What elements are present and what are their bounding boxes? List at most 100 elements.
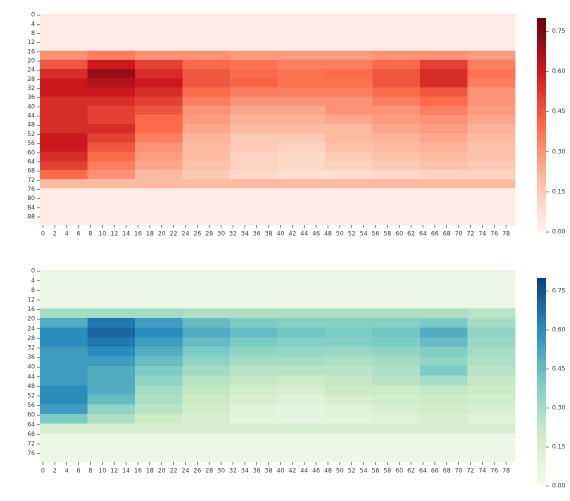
- heatmap-cell: [40, 179, 88, 189]
- heatmap-cell: [87, 375, 136, 386]
- heatmap-cell: [182, 151, 231, 162]
- heatmap-cell: [277, 394, 326, 405]
- x-tick-label: 72: [467, 231, 475, 238]
- heatmap-cell: [230, 96, 278, 107]
- heatmap-cell: [420, 114, 468, 125]
- heatmap-cell: [182, 356, 231, 367]
- heatmap-cell: [40, 23, 88, 33]
- heatmap-cell: [325, 318, 373, 328]
- y-tick-label: 56: [27, 402, 35, 409]
- heatmap-cell: [40, 32, 88, 42]
- heatmap-cell: [135, 385, 183, 396]
- heatmap-cell: [135, 414, 183, 424]
- heatmap-cell: [230, 105, 278, 116]
- heatmap-cell: [277, 50, 326, 61]
- heatmap-cell: [182, 452, 231, 463]
- heatmap-cell: [325, 289, 373, 300]
- heatmap-cell: [87, 114, 136, 125]
- heatmap-cell: [230, 270, 278, 280]
- heatmap-cell: [182, 385, 231, 396]
- heatmap-cell: [87, 50, 136, 61]
- heatmap-cell: [87, 308, 136, 319]
- heatmap-cell: [372, 50, 421, 61]
- heatmap-cell: [325, 78, 373, 88]
- heatmap-cell: [467, 279, 516, 290]
- y-tick-label: 48: [27, 122, 35, 129]
- x-tick-label: 14: [122, 468, 130, 475]
- heatmap-cell: [135, 87, 183, 97]
- heatmap-cell: [87, 32, 136, 42]
- heatmap-cell: [277, 279, 326, 290]
- x-tick-label: 48: [324, 231, 332, 238]
- heatmap-cell: [277, 124, 326, 134]
- heatmap-cell: [372, 394, 421, 405]
- heatmap-cell: [135, 337, 183, 348]
- heatmap-cell: [87, 318, 136, 328]
- x-tick-label: 78: [502, 468, 510, 475]
- x-tick-label: 44: [300, 468, 308, 475]
- y-tick-label: 8: [31, 287, 35, 294]
- heatmap-cell: [420, 270, 468, 280]
- heatmap-cell: [182, 394, 231, 405]
- heatmap-cell: [230, 442, 278, 453]
- heatmap-cell: [420, 337, 468, 348]
- heatmap-cell: [230, 298, 278, 309]
- heatmap-cell: [182, 414, 231, 424]
- heatmap-cell: [87, 404, 136, 415]
- y-tick-label: 32: [27, 85, 35, 92]
- heatmap-cell: [40, 78, 88, 88]
- heatmap-cell: [40, 96, 88, 107]
- x-tick-label: 68: [443, 468, 451, 475]
- heatmap-cell: [135, 124, 183, 134]
- x-tick-label: 50: [336, 231, 344, 238]
- heatmap-cell: [420, 308, 468, 319]
- heatmap-cell: [40, 375, 88, 386]
- heatmap-cell: [420, 133, 468, 143]
- heatmap-cell: [230, 308, 278, 319]
- heatmap-cell: [277, 23, 326, 33]
- x-tick-label: 38: [265, 468, 273, 475]
- heatmap-cell: [135, 14, 183, 24]
- heatmap-cell: [467, 169, 516, 180]
- heatmap-cell: [372, 318, 421, 328]
- heatmap-cell: [372, 133, 421, 143]
- heatmap-cell: [230, 215, 278, 226]
- heatmap-cell: [87, 142, 136, 153]
- heatmap-cell: [372, 452, 421, 463]
- x-tick-label: 0: [41, 231, 45, 238]
- heatmap-cell: [325, 442, 373, 453]
- heatmap-cell: [420, 215, 468, 226]
- heatmap-cell: [135, 318, 183, 328]
- heatmap-cell: [135, 59, 183, 70]
- heatmap-cell: [87, 433, 136, 444]
- heatmap-cell: [325, 215, 373, 226]
- heatmap-cell: [230, 404, 278, 415]
- heatmap-cell: [372, 433, 421, 444]
- heatmap-cell: [135, 442, 183, 453]
- heatmap-cell: [182, 69, 231, 79]
- y-tick-label: 44: [27, 113, 35, 120]
- heatmap-cell: [135, 197, 183, 208]
- heatmap-cell: [467, 160, 516, 171]
- heatmap-cell: [420, 124, 468, 134]
- heatmap-cell: [420, 59, 468, 70]
- y-tick-label: 8: [31, 30, 35, 37]
- x-tick-label: 30: [217, 468, 225, 475]
- heatmap-cell: [467, 414, 516, 424]
- y-tick-label: 0: [31, 268, 35, 275]
- heatmap-cell: [182, 23, 231, 33]
- heatmap-cell: [182, 169, 231, 180]
- heatmap-cell: [277, 41, 326, 52]
- y-tick-label: 72: [27, 177, 35, 184]
- heatmap-cell: [182, 32, 231, 42]
- heatmap-cell: [467, 105, 516, 116]
- heatmap-cell: [277, 133, 326, 143]
- heatmap-cell: [467, 23, 516, 33]
- heatmap-cell: [230, 433, 278, 444]
- heatmap-cell: [420, 289, 468, 300]
- heatmap-cell: [87, 356, 136, 367]
- colorbar-tick-label: 0.30: [552, 405, 566, 412]
- colorbar-tick-label: 0.00: [552, 229, 566, 236]
- heatmap-cell: [277, 452, 326, 463]
- x-tick-label: 40: [277, 231, 285, 238]
